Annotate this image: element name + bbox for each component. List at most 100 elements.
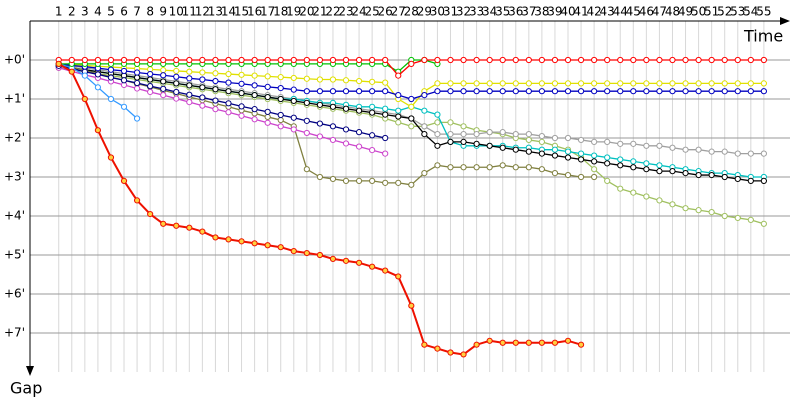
data-point [342, 77, 350, 84]
data-point [277, 123, 284, 130]
x-tick-label: 36 [508, 5, 523, 19]
data-point [669, 144, 676, 151]
data-point [591, 166, 598, 173]
data-point [303, 75, 310, 82]
data-point [160, 85, 167, 92]
data-point [212, 77, 219, 85]
data-point [617, 56, 624, 64]
data-point [447, 131, 454, 138]
data-point [133, 79, 141, 87]
data-point [473, 88, 480, 95]
data-point [591, 80, 598, 87]
data-point [264, 119, 271, 126]
x-tick-label: 44 [613, 5, 628, 19]
x-tick-label: 14 [221, 5, 236, 19]
data-point [342, 56, 350, 64]
data-point [160, 72, 167, 79]
data-point [656, 197, 663, 204]
data-point [238, 112, 245, 119]
x-tick-label: 15 [234, 5, 249, 19]
data-point [643, 166, 650, 173]
data-point [329, 175, 337, 183]
data-point [643, 160, 650, 167]
data-point [499, 80, 506, 87]
x-tick-label: 49 [678, 5, 693, 19]
data-point [355, 88, 363, 95]
x-tick-label: 4 [94, 5, 102, 19]
data-point [355, 129, 363, 136]
data-point [473, 140, 480, 147]
data-point [721, 88, 728, 95]
x-tick-label: 9 [159, 5, 167, 19]
data-point [94, 127, 102, 134]
data-point [630, 189, 637, 196]
data-point [186, 99, 193, 106]
data-point [107, 74, 115, 81]
data-point [538, 166, 545, 173]
x-tick-label: 17 [260, 5, 275, 19]
data-point [512, 56, 519, 64]
data-point [656, 88, 663, 95]
data-point [591, 88, 598, 95]
data-point [486, 142, 493, 149]
data-point [303, 129, 310, 137]
data-point [695, 207, 702, 214]
data-point [447, 80, 454, 87]
x-tick-label: 8 [146, 5, 154, 19]
data-point [342, 126, 350, 133]
x-tick-label: 25 [364, 5, 379, 19]
data-point [656, 168, 663, 175]
data-point [486, 56, 493, 64]
data-point [434, 119, 441, 126]
data-point [264, 113, 271, 121]
data-point [473, 341, 480, 348]
x-tick-label: 28 [404, 5, 419, 19]
data-point [81, 95, 88, 103]
x-tick-label: 2 [68, 5, 76, 19]
data-point [434, 56, 441, 64]
data-point [316, 133, 323, 140]
data-point [264, 108, 271, 115]
data-point [591, 173, 598, 181]
data-point [173, 222, 180, 229]
data-point [147, 83, 154, 90]
data-point [512, 339, 519, 346]
data-point [277, 74, 284, 81]
data-point [421, 92, 428, 99]
data-point [342, 88, 350, 95]
x-tick-label: 37 [521, 5, 536, 19]
y-tick-label: +5' [4, 248, 25, 262]
data-point [251, 116, 258, 123]
data-point [369, 103, 376, 110]
x-tick-label: 20 [299, 5, 314, 19]
data-point [604, 160, 611, 167]
data-point [630, 88, 637, 95]
data-point [225, 109, 232, 116]
data-point [447, 88, 454, 95]
data-point [447, 56, 454, 64]
x-tick-label: 13 [208, 5, 223, 19]
data-point [199, 76, 206, 83]
data-point [133, 69, 141, 76]
x-tick-label: 34 [482, 5, 497, 19]
data-point [290, 114, 297, 121]
data-point [643, 88, 650, 95]
data-point [329, 76, 337, 83]
data-point [382, 150, 389, 157]
x-tick-label: 53 [730, 5, 745, 19]
data-point [238, 103, 245, 110]
data-point [734, 175, 741, 183]
data-point [564, 56, 572, 64]
data-point [434, 80, 441, 87]
data-point [212, 70, 219, 77]
data-point [434, 162, 441, 169]
data-point [617, 185, 624, 192]
data-point [316, 76, 323, 83]
data-point [708, 80, 715, 87]
y-tick-label: +6' [4, 287, 25, 301]
data-point [369, 146, 376, 154]
data-point [316, 120, 323, 127]
data-point [355, 177, 363, 184]
data-point [460, 123, 467, 130]
